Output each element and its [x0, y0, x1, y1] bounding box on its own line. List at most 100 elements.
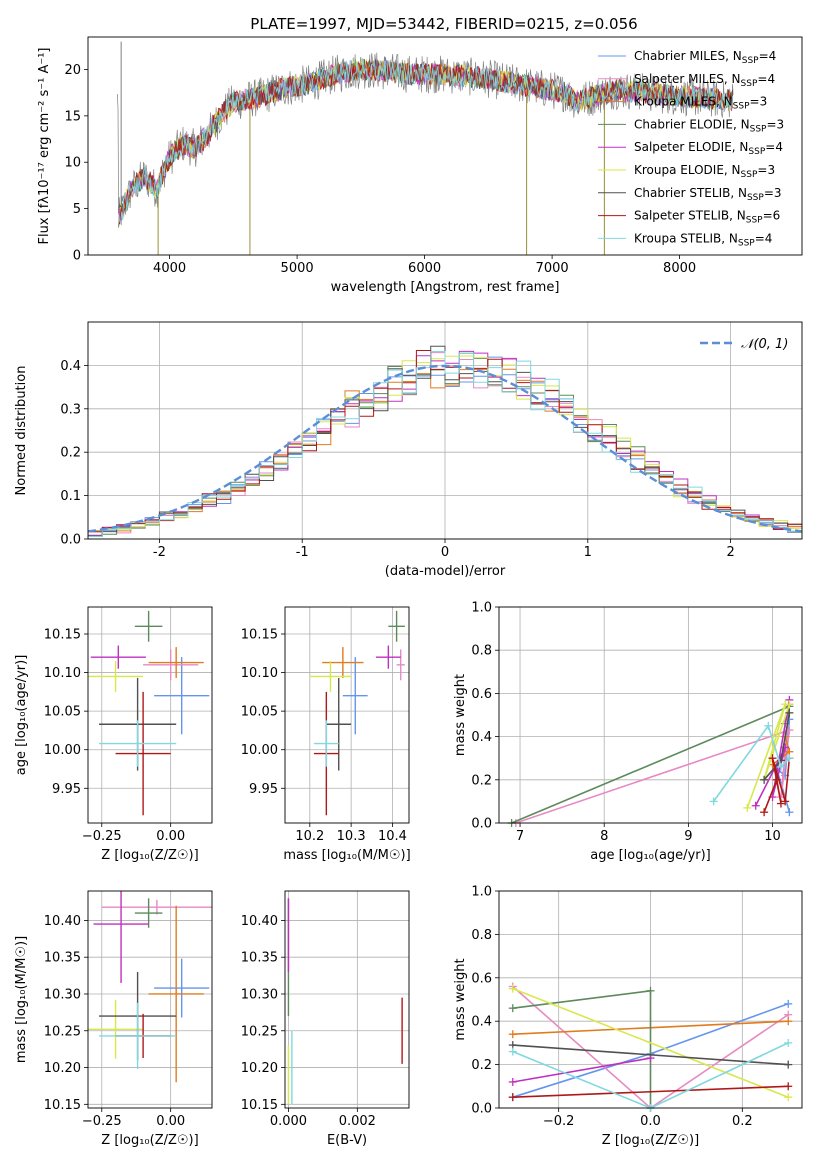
y-tick-label: 1.0 [471, 601, 492, 616]
x-tick-label: 10 [764, 829, 781, 844]
x-tick-label: −0.25 [82, 1114, 122, 1129]
legend-label: Kroupa MILES, NSSP=3 [634, 95, 767, 112]
errorbar-point [88, 661, 144, 692]
y-tick-label: 10.25 [44, 1024, 81, 1039]
y-tick-label: 0.1 [60, 489, 81, 504]
axes-frame [284, 890, 410, 1109]
y-tick-label: 0.8 [471, 644, 492, 659]
legend-label: Salpeter ELODIE, NSSP=4 [634, 140, 783, 157]
errorbar-point [326, 677, 352, 771]
x-tick-label: 0.000 [270, 1114, 307, 1129]
y-axis-label: Normed distribution [14, 366, 29, 496]
legend-label-main: Kroupa STELIB, N [634, 231, 738, 245]
weight-marker [508, 1077, 517, 1086]
errorbar-point [134, 610, 163, 642]
legend-label-sub: SSP [748, 147, 765, 157]
x-axis-label: Z [log₁₀(Z/Z☉)] [101, 1133, 198, 1148]
y-axis-label: mass [log₁₀(M/M☉)] [14, 936, 29, 1063]
legend-label: Chabrier STELIB, NSSP=3 [634, 186, 782, 203]
weight-marker [743, 803, 752, 812]
legend-label-sub: SSP [741, 79, 758, 89]
errorbar-group [287, 898, 403, 1105]
errorbar-point [93, 891, 149, 983]
y-tick-label: 10.35 [44, 951, 81, 966]
legend-label-end: =6 [763, 209, 781, 223]
weight-marker [776, 799, 785, 808]
x-tick-label: 10.4 [378, 829, 407, 844]
histogram-group [88, 345, 802, 539]
y-tick-label: 9.95 [249, 782, 278, 797]
legend-label-main: Chabrier STELIB, N [634, 186, 747, 200]
legend-label-sub: SSP [747, 193, 764, 203]
axes-frame [87, 321, 803, 540]
y-tick-label: 1.0 [471, 885, 492, 900]
x-tick-label: -2 [153, 545, 166, 560]
axes-frame [498, 890, 803, 1109]
y-axis-label: mass weight [453, 674, 468, 756]
legend-label-sub: SSP [738, 238, 755, 248]
weight-marker [508, 1093, 517, 1102]
weight-line [512, 1044, 789, 1066]
spectrum-lines [116, 41, 734, 255]
weight-marker [646, 986, 655, 995]
weight-marker [760, 808, 769, 817]
legend-label-end: =4 [755, 231, 773, 245]
errorbar-point [154, 958, 210, 1018]
legend-label-end: =4 [757, 72, 775, 86]
x-axis-label: wavelength [Angstrom, rest frame] [331, 280, 560, 295]
weight-marker [784, 1038, 793, 1047]
weight-marker [776, 762, 785, 771]
weight-marker [781, 797, 790, 806]
y-tick-label: 0.4 [60, 359, 81, 374]
weight-marker [508, 1004, 517, 1013]
y-tick-label: 0.4 [471, 730, 492, 745]
weight-marker [751, 801, 760, 810]
legend-label-sub: SSP [733, 102, 750, 112]
weight-marker [709, 797, 718, 806]
y-tick-label: 15 [64, 109, 81, 124]
weights-vs-metallicity-panel: −0.2 0.0 0.2 0.0 0.2 0.4 0.6 0.8 1.0 Z [log₁₀(Z/Z… [453, 885, 803, 1148]
y-tick-label: 10.20 [241, 1061, 278, 1076]
y-tick-label: 10.15 [44, 628, 81, 643]
weight-marker [764, 721, 773, 730]
errorbar-point [148, 905, 204, 1083]
y-axis-label: age [log₁₀(age/yr)] [14, 655, 29, 776]
weight-line [754, 699, 791, 807]
legend-label-end: =3 [766, 117, 784, 131]
age-vs-mass-panel: 10.2 10.3 10.4 9.95 10.00 10.05 10.10 10.15 mass… [241, 606, 411, 863]
x-tick-label: 1 [584, 545, 592, 560]
weight-marker [785, 808, 794, 817]
axes-frame [498, 606, 803, 824]
y-tick-label: 10.40 [241, 914, 278, 929]
errorbar-point [143, 649, 199, 681]
mass-vs-ebv-panel: 0.000 0.002 10.15 10.20 10.25 10.30 10.35 10.40… [241, 890, 410, 1148]
y-tick-label: 10.35 [241, 951, 278, 966]
errorbar-point [309, 661, 352, 692]
weight-marker [760, 775, 769, 784]
y-tick-label: 10.15 [241, 1098, 278, 1113]
weights-vs-age-panel: 7 8 9 10 0.0 0.2 0.4 0.6 0.8 1.0 age [log₁₀(age/yr… [453, 601, 803, 863]
y-tick-label: 10.20 [44, 1061, 81, 1076]
weight-marker [784, 1082, 793, 1091]
errorbar-point [134, 898, 163, 928]
legend-label-main: Kroupa MILES, N [634, 95, 733, 109]
y-tick-label: 5 [73, 202, 81, 217]
y-tick-label: 9.95 [52, 782, 81, 797]
errorbar-point [313, 720, 339, 767]
legend-label-main: Salpeter MILES, N [634, 72, 741, 86]
y-tick-label: 0.6 [471, 687, 492, 702]
legend-label: Chabrier MILES, NSSP=4 [634, 49, 776, 66]
errorbar-group [88, 891, 212, 1083]
x-axis-label: Z [log₁₀(Z/Z☉)] [602, 1133, 699, 1148]
legend-label-main: Chabrier MILES, N [634, 49, 742, 63]
y-tick-label: 10 [64, 156, 81, 171]
legend-label: Kroupa ELODIE, NSSP=3 [634, 163, 775, 180]
y-tick-label: 20 [64, 63, 81, 78]
x-tick-label: 8 [600, 829, 608, 844]
errorbar-point [148, 647, 204, 678]
errorbar-point [342, 657, 368, 735]
model-spectrum-line [118, 59, 734, 225]
x-tick-label: 10.2 [295, 829, 324, 844]
x-tick-label: -1 [296, 545, 309, 560]
